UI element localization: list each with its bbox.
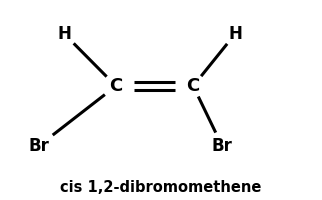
Text: H: H — [57, 25, 71, 43]
Text: Br: Br — [28, 137, 49, 155]
Text: C: C — [186, 77, 200, 95]
Text: cis 1,2-dibromomethene: cis 1,2-dibromomethene — [60, 180, 262, 196]
Text: C: C — [109, 77, 123, 95]
Text: H: H — [228, 25, 242, 43]
Text: Br: Br — [212, 137, 232, 155]
